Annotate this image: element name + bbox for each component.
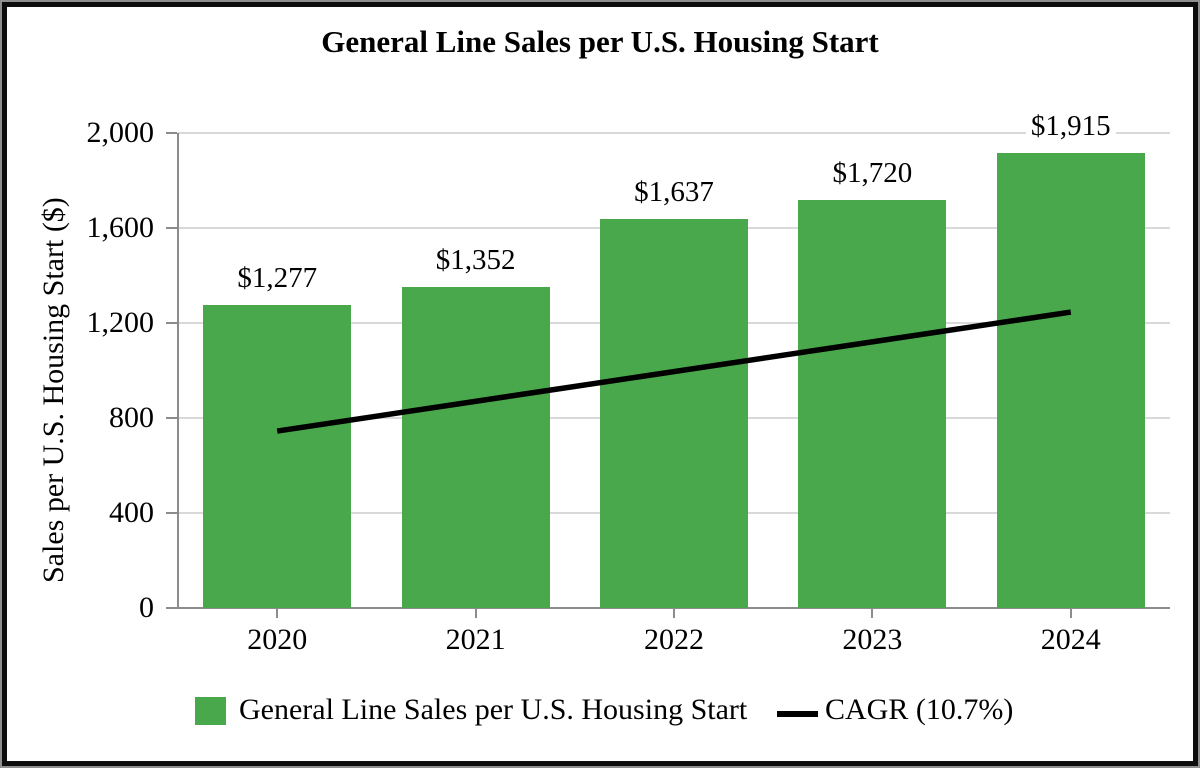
bar-2022	[600, 219, 748, 608]
y-axis-tick-label: 800	[109, 401, 154, 434]
x-axis-tick-label-2024: 2024	[1040, 623, 1101, 656]
bar-value-text: $1,277	[232, 259, 323, 296]
x-axis-tick	[276, 609, 279, 618]
y-axis-tick-label: 0	[139, 591, 154, 624]
x-axis-tick-label-2023: 2023	[842, 623, 903, 656]
y-axis-tick-label: 2,000	[86, 116, 155, 149]
y-axis-line	[177, 133, 179, 609]
bar-value-label: $1,720	[772, 154, 972, 191]
bar-value-text: $1,637	[629, 174, 719, 211]
x-axis-line	[166, 607, 1170, 609]
bar-2021	[401, 286, 550, 608]
y-axis-tick	[166, 607, 177, 609]
x-axis-tick	[474, 609, 477, 618]
y-axis-tick-label: 1,600	[86, 211, 155, 244]
x-axis-tick	[1069, 609, 1072, 618]
legend-bar-series-label: General Line Sales per U.S. Housing Star…	[239, 693, 748, 726]
bar-value-label: $1,915	[971, 108, 1171, 145]
x-axis-tick	[673, 609, 675, 618]
x-axis-tick	[871, 609, 874, 618]
y-axis-tick	[166, 322, 177, 324]
bar-value-text: $1,352	[430, 241, 521, 278]
bar-value-label: $1,637	[574, 174, 774, 211]
y-axis-tick-label: 1,200	[86, 306, 155, 339]
legend-cagr-line-swatch	[777, 711, 818, 717]
y-axis-tick-label: 400	[109, 496, 154, 529]
bar-value-label: $1,277	[177, 259, 377, 296]
x-axis-tick-label-2021: 2021	[445, 623, 506, 656]
bar-2023	[798, 199, 947, 608]
y-axis-tick	[166, 227, 177, 229]
y-axis-tick	[166, 417, 177, 419]
bar-2024	[996, 153, 1145, 608]
x-axis-tick-label-2022: 2022	[644, 623, 704, 656]
bar-value-text: $1,915	[1025, 108, 1116, 145]
bar-value-text: $1,720	[827, 154, 918, 191]
bar-2020	[203, 304, 352, 608]
chart-title: General Line Sales per U.S. Housing Star…	[321, 24, 879, 59]
x-axis-tick-label-2020: 2020	[247, 623, 308, 656]
bar-value-label: $1,352	[376, 241, 576, 278]
y-axis-tick	[166, 512, 177, 514]
gridline-2000	[178, 132, 1170, 134]
legend-cagr-label: CAGR (10.7%)	[825, 693, 1014, 726]
legend-bar-swatch	[195, 697, 226, 725]
y-axis-tick	[166, 132, 177, 134]
